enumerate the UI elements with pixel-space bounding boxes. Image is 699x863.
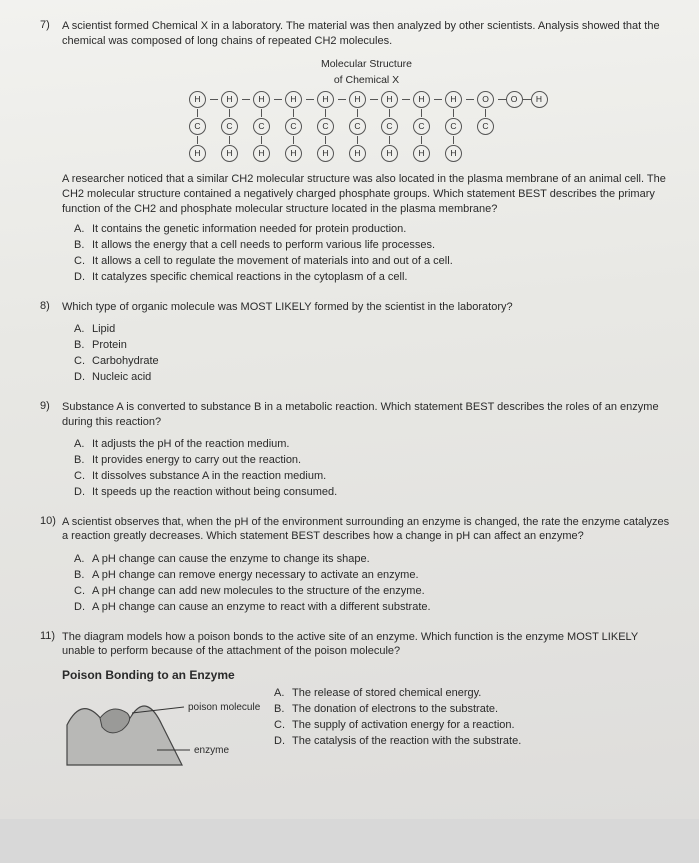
atom-h: H — [253, 91, 270, 108]
atom-c: C — [445, 118, 462, 135]
question-7: 7) A scientist formed Chemical X in a la… — [40, 18, 671, 285]
atom-c: C — [221, 118, 238, 135]
q11-number: 11) — [40, 629, 62, 644]
q9-number: 9) — [40, 399, 62, 414]
atom-h: H — [189, 91, 206, 108]
atom-h: H — [285, 145, 302, 162]
q11-enzyme-diagram: poison molecule enzyme — [62, 685, 262, 775]
q11-choice-d: D.The catalysis of the reaction with the… — [274, 734, 671, 749]
q11-choice-a: A.The release of stored chemical energy. — [274, 686, 671, 701]
q7-choice-b: B.It allows the energy that a cell needs… — [74, 238, 671, 253]
atom-c: C — [189, 118, 206, 135]
q8-number: 8) — [40, 299, 62, 314]
atom-h: H — [317, 91, 334, 108]
q7-choice-d: D.It catalyzes specific chemical reactio… — [74, 270, 671, 285]
question-8: 8) Which type of organic molecule was MO… — [40, 299, 671, 385]
q10-choice-d: D.A pH change can cause an enzyme to rea… — [74, 600, 671, 615]
atom-h: H — [221, 91, 238, 108]
atom-c: C — [477, 118, 494, 135]
q7-stem: A scientist formed Chemical X in a labor… — [62, 19, 671, 49]
q9-choice-c: C.It dissolves substance A in the reacti… — [74, 469, 671, 484]
atom-c: C — [253, 118, 270, 135]
q7-diagram-title-2: of Chemical X — [62, 73, 671, 87]
q7-molecule-diagram: H C H H C H H — [62, 91, 671, 162]
q8-choice-a: A.Lipid — [74, 322, 671, 337]
q10-choices: A.A pH change can cause the enzyme to ch… — [74, 552, 671, 614]
atom-o: O — [506, 91, 523, 108]
atom-c: C — [413, 118, 430, 135]
q10-choice-c: C.A pH change can add new molecules to t… — [74, 584, 671, 599]
q7-number: 7) — [40, 18, 62, 33]
q11-enzyme-label: enzyme — [194, 745, 229, 756]
atom-h: H — [445, 145, 462, 162]
atom-c: C — [285, 118, 302, 135]
q8-stem: Which type of organic molecule was MOST … — [62, 300, 671, 315]
q10-choice-b: B.A pH change can remove energy necessar… — [74, 568, 671, 583]
atom-h: H — [413, 145, 430, 162]
q10-choice-a: A.A pH change can cause the enzyme to ch… — [74, 552, 671, 567]
atom-h: H — [253, 145, 270, 162]
atom-h: H — [285, 91, 302, 108]
q8-choice-b: B.Protein — [74, 338, 671, 353]
q9-stem: Substance A is converted to substance B … — [62, 400, 671, 430]
atom-h: H — [349, 145, 366, 162]
q9-choice-a: A.It adjusts the pH of the reaction medi… — [74, 437, 671, 452]
atom-h: H — [413, 91, 430, 108]
q7-diagram-title-1: Molecular Structure — [62, 57, 671, 71]
atom-c: C — [317, 118, 334, 135]
q7-choice-c: C.It allows a cell to regulate the movem… — [74, 254, 671, 269]
atom-o: O — [477, 91, 494, 108]
q11-choice-c: C.The supply of activation energy for a … — [274, 718, 671, 733]
q9-choice-d: D.It speeds up the reaction without bein… — [74, 485, 671, 500]
question-10: 10) A scientist observes that, when the … — [40, 514, 671, 615]
q11-poison-label: poison molecule — [188, 702, 261, 713]
atom-h: H — [189, 145, 206, 162]
q8-choices: A.Lipid B.Protein C.Carbohydrate D.Nucle… — [74, 322, 671, 384]
question-9: 9) Substance A is converted to substance… — [40, 399, 671, 500]
q10-number: 10) — [40, 514, 62, 529]
atom-h: H — [381, 91, 398, 108]
q11-diagram-title: Poison Bonding to an Enzyme — [62, 667, 671, 683]
q11-body: poison molecule enzyme A.The release of … — [62, 685, 671, 775]
question-11: 11) The diagram models how a poison bond… — [40, 629, 671, 776]
q7-choices: A.It contains the genetic information ne… — [74, 222, 671, 284]
q7-paragraph: A researcher noticed that a similar CH2 … — [62, 172, 671, 217]
q8-choice-c: C.Carbohydrate — [74, 354, 671, 369]
atom-h: H — [381, 145, 398, 162]
atom-c: C — [381, 118, 398, 135]
atom-h: H — [221, 145, 238, 162]
worksheet-page: 7) A scientist formed Chemical X in a la… — [0, 0, 699, 819]
q11-stem: The diagram models how a poison bonds to… — [62, 630, 671, 660]
q7-choice-a: A.It contains the genetic information ne… — [74, 222, 671, 237]
atom-h: H — [445, 91, 462, 108]
q8-choice-d: D.Nucleic acid — [74, 370, 671, 385]
atom-c: C — [349, 118, 366, 135]
q11-choice-b: B.The donation of electrons to the subst… — [274, 702, 671, 717]
atom-h: H — [349, 91, 366, 108]
q9-choice-b: B.It provides energy to carry out the re… — [74, 453, 671, 468]
atom-h: H — [531, 91, 548, 108]
q9-choices: A.It adjusts the pH of the reaction medi… — [74, 437, 671, 499]
q10-stem: A scientist observes that, when the pH o… — [62, 515, 671, 545]
q11-choices: A.The release of stored chemical energy.… — [274, 685, 671, 775]
atom-h: H — [317, 145, 334, 162]
